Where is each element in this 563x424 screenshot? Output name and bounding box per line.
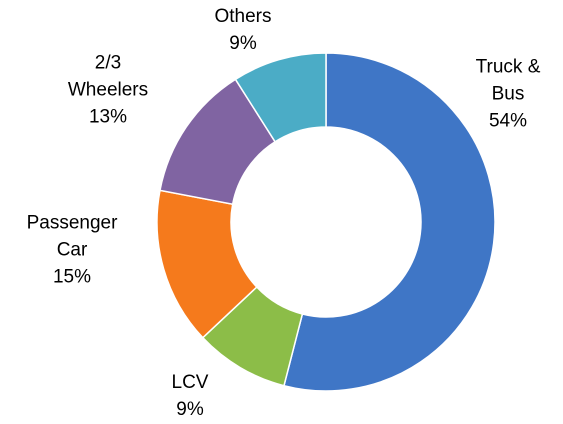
slice-label: 2/3 Wheelers 13% [63,50,153,131]
donut-slice [234,52,327,143]
value-label: 15% [52,266,92,288]
category-name: LCV [171,372,209,393]
category-name: Passenger Car [26,212,118,261]
value-label: 9% [176,399,204,420]
value-label: 9% [229,33,257,54]
slice-label: Truck & Bus 54% [473,54,543,135]
slice-label: Passenger Car 15% [22,210,122,291]
category-name: Truck & Bus [475,56,541,105]
value-label: 13% [88,106,128,128]
donut-slice [283,52,496,392]
category-name: 2/3 Wheelers [67,52,149,101]
slice-label: LCV 9% [160,369,220,423]
value-label: 54% [488,110,528,132]
slice-label: Others 9% [203,3,283,57]
category-name: Others [214,6,272,27]
